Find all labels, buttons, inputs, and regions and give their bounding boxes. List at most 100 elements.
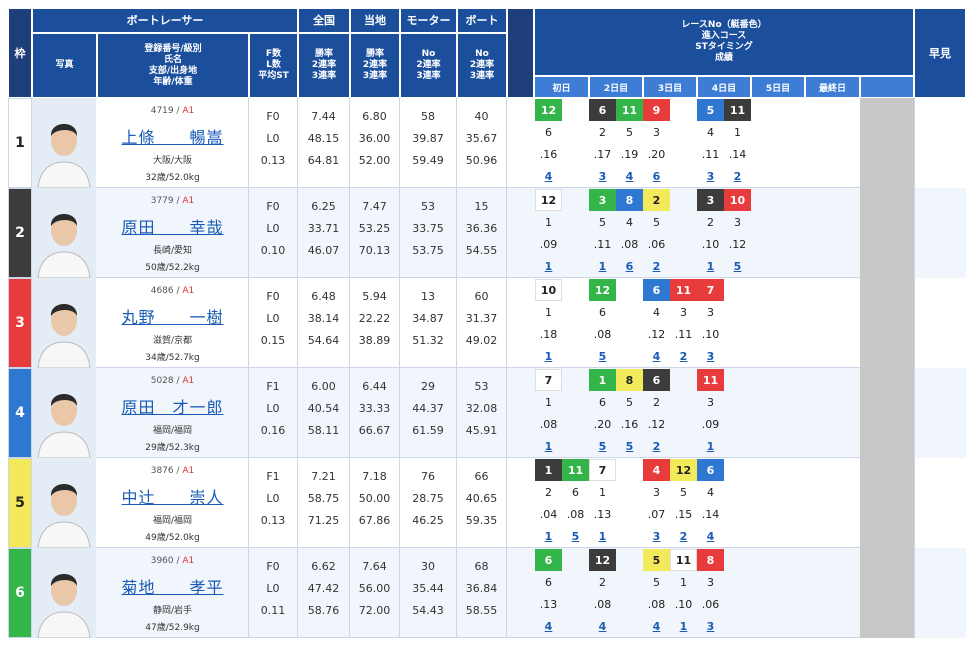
stat-zen-value: 46.07 <box>307 244 340 257</box>
finish-result[interactable]: 2 <box>679 349 688 363</box>
stat-mot-value: 39.87 <box>412 132 444 145</box>
racer-row <box>8 188 966 278</box>
racer-name-link[interactable]: 原田 才一郎 <box>121 398 224 417</box>
finish-result[interactable]: 1 <box>544 259 553 273</box>
race-number: 6 <box>643 369 670 391</box>
stat-mot-value: 59.49 <box>412 154 444 167</box>
course-number: 6 <box>599 305 606 319</box>
stat-mot-value: 46.25 <box>412 514 444 527</box>
stat-boat-value: 40 <box>474 110 489 123</box>
blank-column <box>860 188 914 278</box>
finish-result[interactable]: 4 <box>625 169 634 183</box>
finish-result[interactable]: 1 <box>706 259 715 273</box>
finish-result[interactable]: 3 <box>706 619 715 633</box>
race-number: 2 <box>643 189 670 211</box>
finish-result[interactable]: 4 <box>598 619 607 633</box>
finish-result[interactable]: 4 <box>652 619 661 633</box>
course-number: 1 <box>545 395 552 409</box>
racer-class: A1 <box>182 196 195 206</box>
stat-boat: 15 36.36 54.55 <box>457 188 507 278</box>
finish-result[interactable]: 5 <box>598 349 607 363</box>
finish-result[interactable]: 4 <box>544 619 553 633</box>
finish-result[interactable]: 5 <box>625 439 634 453</box>
race-number: 5 <box>697 99 724 121</box>
finish-result[interactable]: 1 <box>598 259 607 273</box>
finish-result[interactable]: 1 <box>544 349 553 363</box>
lane-number: 6 <box>8 548 32 638</box>
stat-boat-value: 66 <box>474 470 489 483</box>
stat-tou-value: 6.44 <box>362 380 387 393</box>
course-number: 1 <box>545 215 552 229</box>
stat-tou-value: 70.13 <box>358 244 391 257</box>
st-timing: .11 <box>674 327 693 341</box>
stat-tou-value: 38.89 <box>358 334 391 347</box>
finish-result[interactable]: 1 <box>544 439 553 453</box>
racer-info: 4719 / A1 上條 暢嵩 大阪/大阪 32歳/52.0kg <box>97 98 249 188</box>
stat-zen-value: 58.76 <box>307 604 340 617</box>
course-number: 3 <box>653 125 660 139</box>
race-number: 4 <box>643 459 670 481</box>
finish-result[interactable]: 4 <box>652 349 661 363</box>
racer-branch: 福岡/福岡 <box>152 516 193 526</box>
race-number: 11 <box>697 369 724 391</box>
stat-zen: 6.48 38.14 54.64 <box>298 278 350 368</box>
course-number: 3 <box>680 305 687 319</box>
stat-zen-value: 33.71 <box>307 222 340 235</box>
st-timing: .12 <box>647 327 666 341</box>
stat-fl-value: F0 <box>266 290 280 303</box>
finish-result[interactable]: 2 <box>733 169 742 183</box>
stat-zen: 6.62 47.42 58.76 <box>298 548 350 638</box>
racer-photo <box>32 188 96 279</box>
finish-result[interactable]: 1 <box>598 529 607 543</box>
finish-result[interactable]: 1 <box>679 619 688 633</box>
stat-tou-value: 53.25 <box>358 222 391 235</box>
racer-row <box>8 458 966 548</box>
stat-mot-value: 13 <box>421 290 435 303</box>
racer-name-link[interactable]: 丸野 一樹 <box>121 308 224 327</box>
finish-result[interactable]: 4 <box>706 529 715 543</box>
racer-name-link[interactable]: 原田 幸哉 <box>121 218 224 237</box>
stat-boat: 53 32.08 45.91 <box>457 368 507 458</box>
finish-result[interactable]: 3 <box>598 169 607 183</box>
blank-column <box>860 368 914 458</box>
finish-result[interactable]: 4 <box>544 169 553 183</box>
stat-boat-value: 49.02 <box>465 334 498 347</box>
stat-zen-value: 6.48 <box>311 290 336 303</box>
finish-result[interactable]: 5 <box>598 439 607 453</box>
stat-fl-value: 0.13 <box>260 154 286 167</box>
blank-column <box>860 458 914 548</box>
racer-name-link[interactable]: 菊地 孝平 <box>121 578 224 597</box>
finish-result[interactable]: 5 <box>571 529 580 543</box>
st-timing: .06 <box>647 237 666 251</box>
finish-result[interactable]: 1 <box>706 439 715 453</box>
day-1: 初日 <box>534 76 589 98</box>
race-number: 9 <box>643 99 670 121</box>
course-number: 5 <box>626 395 633 409</box>
finish-result[interactable]: 2 <box>652 259 661 273</box>
finish-result[interactable]: 3 <box>652 529 661 543</box>
stat-zen-value: 7.21 <box>311 470 336 483</box>
race-number: 7 <box>589 459 616 481</box>
race-number: 12 <box>535 99 562 121</box>
finish-result[interactable]: 5 <box>733 259 742 273</box>
finish-result[interactable]: 6 <box>625 259 634 273</box>
header-hayami: 早見 <box>914 8 966 98</box>
day-2: 2日目 <box>589 76 643 98</box>
finish-result[interactable]: 2 <box>652 439 661 453</box>
finish-result[interactable]: 3 <box>706 349 715 363</box>
stat-fl: F1 L0 0.16 <box>249 368 298 458</box>
st-timing: .12 <box>728 237 747 251</box>
stat-boat-value: 36.84 <box>465 582 498 595</box>
reg-number: 3960 <box>150 556 174 566</box>
st-timing: .08 <box>593 597 612 611</box>
finish-result[interactable]: 3 <box>706 169 715 183</box>
stat-fl-value: 0.10 <box>260 244 286 257</box>
reg-separator: / <box>173 106 183 116</box>
finish-result[interactable]: 2 <box>679 529 688 543</box>
finish-result[interactable]: 6 <box>652 169 661 183</box>
header-zen-rate: 勝率 2連率 3連率 <box>298 33 350 98</box>
finish-result[interactable]: 1 <box>544 529 553 543</box>
racer-name-link[interactable]: 中辻 崇人 <box>121 488 224 507</box>
racer-name-link[interactable]: 上條 暢嵩 <box>121 128 224 147</box>
racer-age-weight: 29歳/52.3kg <box>145 443 200 453</box>
